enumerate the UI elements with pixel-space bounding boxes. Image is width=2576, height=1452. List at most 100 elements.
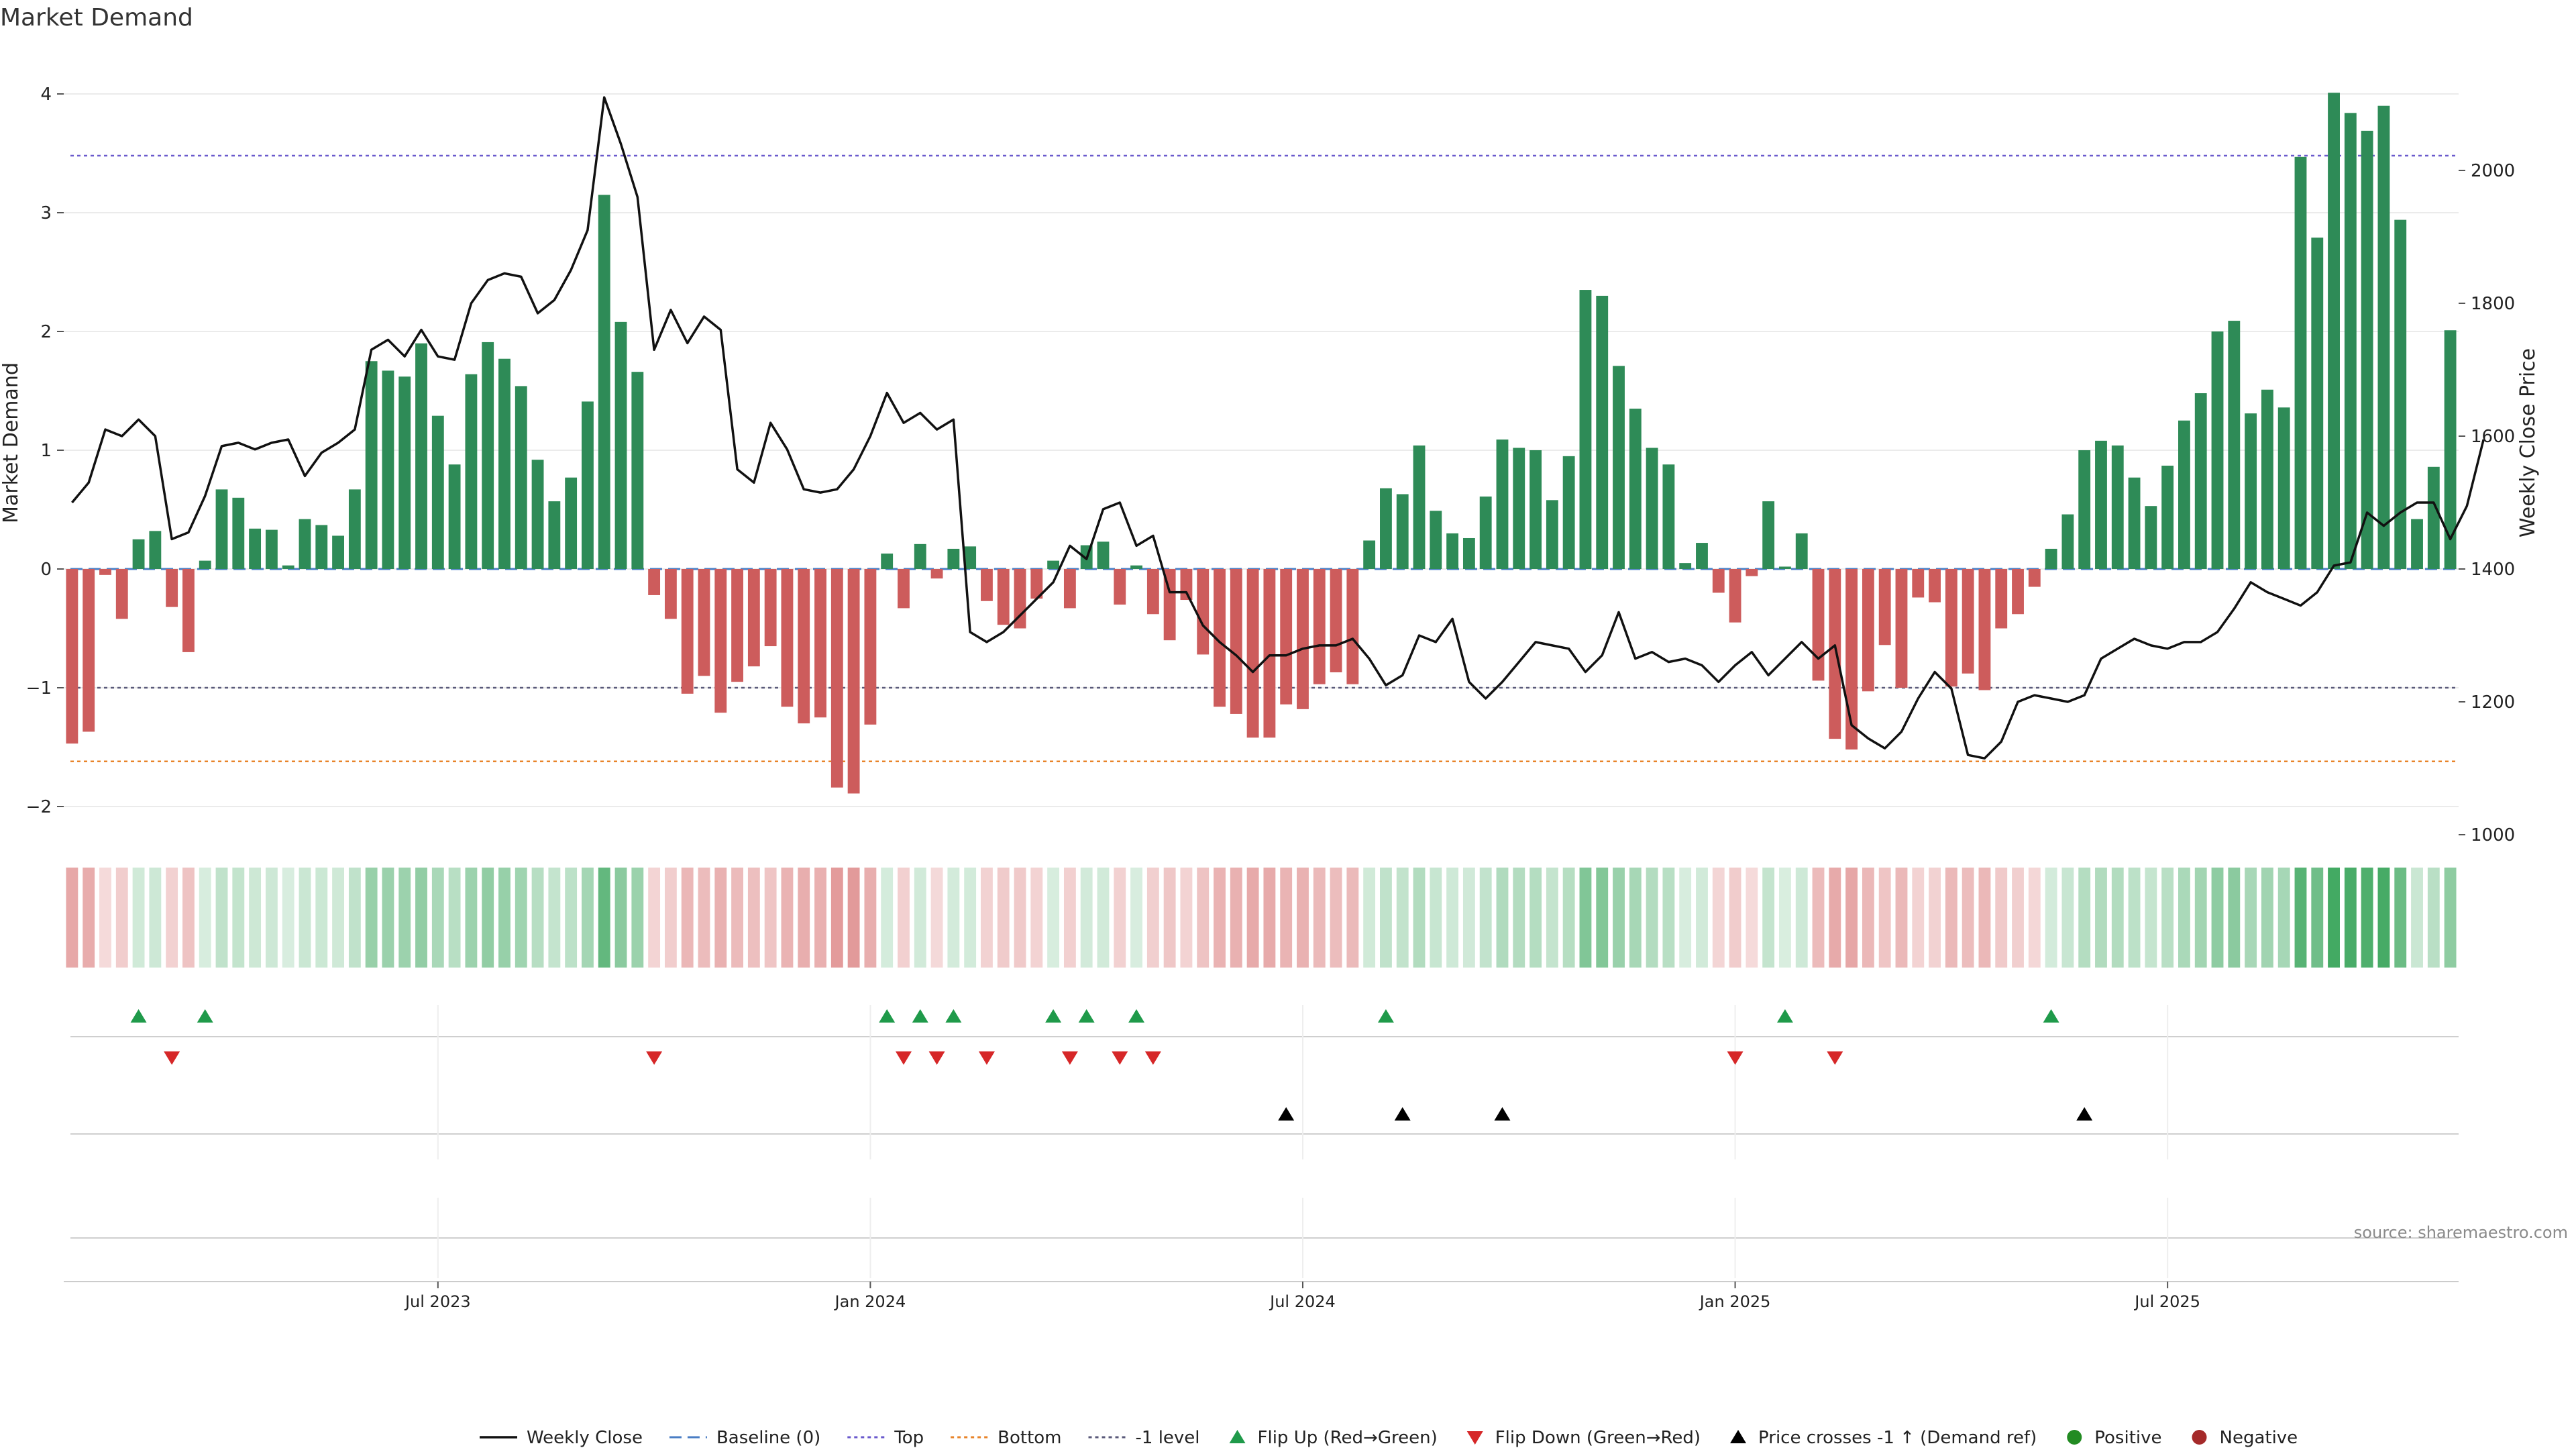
heat-cell [1146, 868, 1159, 968]
demand-bar [465, 374, 478, 569]
heat-cell [2111, 868, 2124, 968]
flip-up-marker [1128, 1009, 1145, 1023]
heat-cell [132, 868, 145, 968]
demand-bar [1546, 500, 1558, 569]
heat-cell [1114, 868, 1126, 968]
price-cross-marker [2076, 1107, 2093, 1121]
y2-tick-label: 1000 [2471, 825, 2515, 845]
demand-bar [598, 195, 610, 569]
heat-cell [1430, 868, 1442, 968]
demand-bar [315, 525, 328, 569]
heat-cell [1313, 868, 1326, 968]
heat-cell [997, 868, 1010, 968]
heat-cell [1163, 868, 1176, 968]
demand-bar [1746, 569, 1758, 576]
heat-cell [1629, 868, 1642, 968]
demand-bar [731, 569, 743, 682]
demand-bar [631, 372, 644, 569]
legend-item-flip-up: Flip Up (Red→Green) [1229, 1428, 1438, 1448]
demand-bar [1945, 569, 1957, 687]
demand-bar [1479, 497, 1492, 569]
demand-bar [1197, 569, 1210, 655]
heat-cell [2361, 868, 2373, 968]
demand-bar [2128, 477, 2141, 569]
demand-bar [1496, 439, 1509, 569]
demand-bar [1696, 543, 1708, 569]
heat-cell [1479, 868, 1492, 968]
demand-bar [1246, 569, 1259, 738]
heat-cell [2328, 868, 2340, 968]
demand-bar [1313, 569, 1326, 684]
flip-down-marker [928, 1051, 945, 1065]
heat-cell [2427, 868, 2440, 968]
demand-bar [1462, 537, 1475, 569]
legend-item-minus-one: -1 level [1088, 1428, 1200, 1448]
heat-cell [1446, 868, 1459, 968]
heat-cell [764, 868, 777, 968]
demand-bar [864, 569, 877, 725]
demand-bar [2078, 450, 2091, 569]
demand-bar [282, 565, 294, 569]
demand-bar [415, 343, 427, 569]
y-tick-label: 1 [40, 441, 52, 461]
demand-bar [1030, 569, 1043, 599]
legend-label: Flip Down (Green→Red) [1495, 1428, 1701, 1448]
demand-bar [1163, 569, 1176, 641]
demand-bar [1413, 445, 1426, 569]
heat-cell [2444, 868, 2457, 968]
demand-bar [2211, 331, 2224, 569]
heat-cell [1878, 868, 1891, 968]
demand-bar [2377, 105, 2390, 569]
demand-bar [2427, 466, 2440, 569]
heat-cell [781, 868, 794, 968]
heat-cell [664, 868, 677, 968]
flip-up-marker [197, 1009, 213, 1023]
demand-bar [1962, 569, 1974, 674]
demand-bar [2245, 413, 2257, 569]
demand-bar [648, 569, 661, 595]
x-tick-label: Jul 2023 [404, 1292, 471, 1311]
demand-bar [1679, 563, 1692, 569]
demand-bar [781, 569, 794, 707]
demand-bar [265, 529, 278, 569]
demand-bar [1995, 569, 2008, 629]
heat-cell [2411, 868, 2423, 968]
demand-bar [166, 569, 178, 607]
signal-markers [70, 1005, 2459, 1278]
heat-cell [365, 868, 378, 968]
legend-label: Top [894, 1428, 924, 1448]
heat-cell [415, 868, 427, 968]
y2-tick-label: 1600 [2471, 427, 2515, 447]
demand-bar [1912, 569, 1925, 598]
legend: Weekly Close Baseline (0) Top Bottom -1 leve… [480, 1428, 2298, 1448]
heat-cell [2211, 868, 2224, 968]
heat-cell [2012, 868, 2024, 968]
heat-cell [398, 868, 411, 968]
price-line-group [71, 96, 2485, 760]
heat-cell [1180, 868, 1193, 968]
demand-bar [1829, 569, 1841, 739]
demand-bar [847, 569, 860, 794]
demand-bar [698, 569, 710, 676]
legend-label: Baseline (0) [716, 1428, 820, 1448]
heat-cell [1912, 868, 1925, 968]
demand-bar [348, 489, 361, 569]
heat-cell [1746, 868, 1758, 968]
demand-bar [299, 519, 311, 569]
demand-bar [830, 569, 843, 788]
heat-cell [830, 868, 843, 968]
demand-bar [997, 569, 1010, 625]
heat-cell [348, 868, 361, 968]
heat-cell [1297, 868, 1309, 968]
demand-bar [431, 415, 444, 569]
heat-cell [315, 868, 328, 968]
legend-label: -1 level [1136, 1428, 1200, 1448]
demand-bar [1529, 450, 1542, 569]
heat-cell [2045, 868, 2057, 968]
flip-down-marker [895, 1051, 912, 1065]
flip-down-marker [1727, 1051, 1743, 1065]
demand-bar [2261, 389, 2273, 569]
heat-cell [1829, 868, 1841, 968]
demand-bar [881, 553, 894, 569]
chart-title: Market Demand [0, 4, 193, 32]
